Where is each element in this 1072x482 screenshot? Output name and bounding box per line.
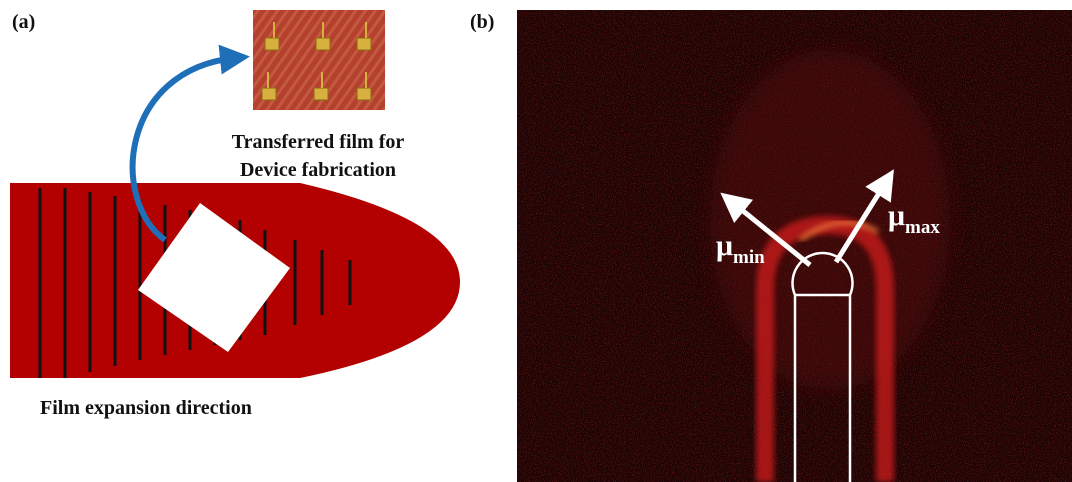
panel-label: (b) bbox=[470, 11, 494, 33]
inset-caption: Transferred film for bbox=[232, 131, 405, 153]
panel-label: (a) bbox=[12, 11, 35, 33]
text: min bbox=[733, 247, 765, 268]
text: μ bbox=[888, 199, 905, 232]
text: μ bbox=[716, 229, 733, 262]
inset-caption: Device fabrication bbox=[240, 159, 396, 181]
caption: Film expansion direction bbox=[40, 397, 252, 419]
inset-photo bbox=[253, 10, 385, 110]
text: max bbox=[905, 217, 940, 238]
figure: (a) Transferred film for Device fabricat… bbox=[0, 0, 1072, 482]
microscope-image bbox=[517, 10, 1072, 482]
film-schematic bbox=[10, 183, 460, 378]
